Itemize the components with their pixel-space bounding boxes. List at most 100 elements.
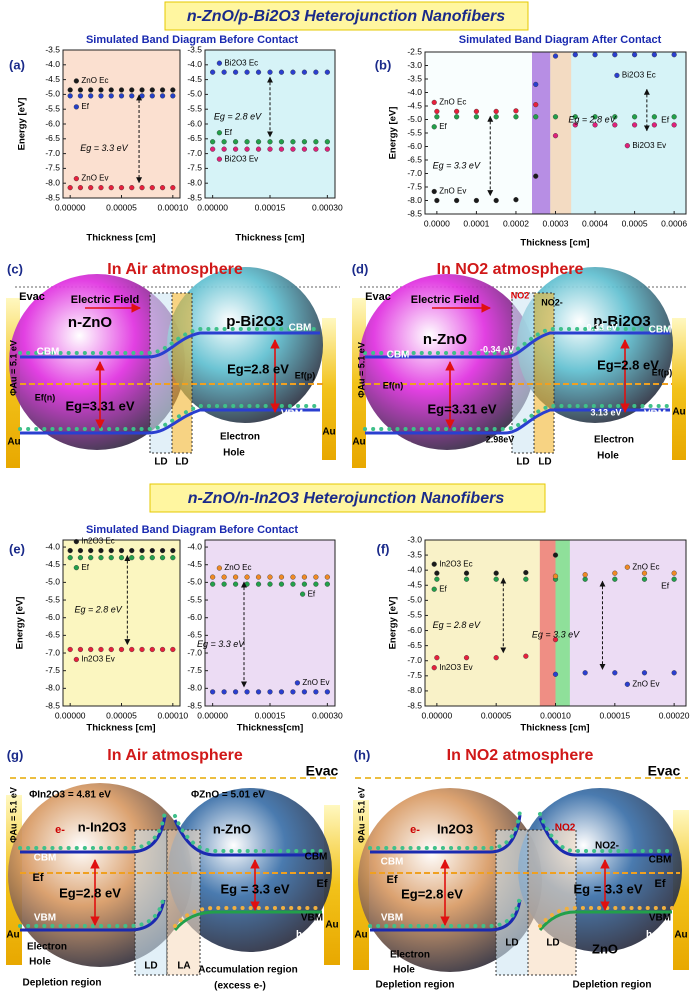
depletion-box — [134, 829, 168, 976]
data-point — [582, 670, 588, 676]
y-tick-label: -4.0 — [407, 564, 422, 574]
annotation: Eg = 2.8 eV — [568, 114, 616, 124]
carrier-dots — [173, 906, 324, 928]
diagram-text: CBM — [34, 853, 57, 864]
data-point — [301, 574, 308, 580]
y-tick-label: -5.0 — [45, 89, 60, 99]
data-point — [493, 114, 499, 120]
y-tick-label: -5.5 — [407, 127, 422, 137]
panel-label: (e) — [9, 541, 25, 556]
data-point — [108, 185, 114, 191]
data-point — [493, 197, 499, 204]
y-tick-label: -6.0 — [45, 118, 60, 128]
diagram-text: Eg=3.31 eV — [427, 401, 496, 416]
data-point — [221, 69, 227, 75]
data-point — [651, 114, 657, 120]
data-point — [98, 87, 104, 93]
data-point — [88, 185, 94, 191]
data-point — [98, 555, 104, 561]
legend-marker — [624, 143, 630, 149]
y-tick-label: -7.5 — [45, 163, 60, 173]
x-tick-label: 0.0000 — [424, 218, 450, 228]
diagram-text: Hole — [597, 451, 619, 462]
diagram-text: VBM — [34, 441, 56, 452]
legend-marker — [73, 565, 79, 571]
diagram-text: ΦZnO = 5.01 eV — [191, 790, 265, 801]
y-tick-label: -8.5 — [187, 700, 202, 710]
data-point — [473, 108, 480, 115]
diagram-text: ZnO — [592, 941, 618, 956]
y-tick-label: -8.0 — [45, 177, 60, 187]
panel-label: (b) — [375, 57, 392, 72]
gold-electrode — [322, 318, 336, 460]
carrier-dots — [18, 894, 166, 928]
data-point — [88, 555, 94, 561]
x-axis-label: Thickness [cm] — [86, 723, 155, 734]
data-point — [434, 197, 440, 204]
diagram-text: VBM — [644, 409, 666, 420]
y-tick-label: -7.0 — [45, 148, 60, 158]
chart-title: Simulated Band Diagram After Contact — [459, 34, 662, 46]
legend-marker — [216, 130, 223, 136]
data-point — [118, 646, 125, 653]
panel-label: (d) — [352, 261, 369, 276]
data-point — [108, 555, 114, 561]
diagram-text: VBM — [301, 913, 323, 924]
annotation: Eg = 3.3 eV — [80, 143, 128, 153]
y-tick-label: -3.0 — [407, 534, 422, 544]
legend-marker — [614, 72, 620, 79]
data-point — [278, 146, 285, 152]
y-axis-label: Energy [eV] — [17, 98, 28, 151]
data-point — [244, 574, 250, 580]
legend-marker — [624, 564, 630, 570]
data-point — [139, 547, 145, 554]
legend-marker — [624, 681, 630, 687]
series-label: Ef — [224, 128, 232, 137]
data-point — [463, 570, 470, 576]
data-point — [139, 555, 145, 561]
data-point — [118, 547, 125, 554]
data-point — [290, 581, 296, 587]
diagram-text: Au — [322, 427, 335, 438]
data-point — [493, 570, 499, 576]
data-point — [149, 87, 155, 93]
data-point — [324, 69, 330, 75]
data-point — [98, 646, 104, 653]
diagram-title: In Air atmosphere — [107, 261, 243, 278]
data-point — [301, 139, 308, 145]
data-point — [129, 87, 135, 93]
diagram-text: Au — [7, 437, 20, 448]
data-point — [77, 646, 84, 653]
data-point — [210, 146, 216, 152]
legend-marker — [431, 188, 437, 195]
data-point — [313, 69, 319, 75]
data-point — [108, 93, 114, 99]
x-tick-label: 0.0002 — [503, 218, 529, 228]
diagram-text: Evac — [365, 291, 391, 303]
data-point — [221, 581, 227, 587]
data-point — [108, 547, 114, 554]
data-point — [88, 646, 94, 653]
depletion-box — [533, 292, 555, 454]
data-point — [210, 581, 216, 587]
data-point — [278, 574, 285, 580]
y-tick-label: -7.5 — [187, 665, 202, 675]
legend-marker — [300, 591, 306, 597]
depletion-box — [171, 292, 193, 454]
series-label: ZnO Ev — [439, 187, 466, 196]
carrier-dots — [363, 404, 672, 431]
data-point — [118, 555, 125, 561]
diagram-text: NO2 — [555, 823, 576, 834]
diagram-text: (excess e-) — [214, 981, 266, 992]
data-point — [473, 114, 480, 120]
data-point — [434, 108, 440, 115]
legend-marker — [431, 99, 437, 106]
data-point — [582, 572, 588, 578]
diagram-text: Eg=2.8 eV — [401, 886, 463, 901]
diagram-text: Ef — [655, 878, 666, 890]
annotation: Eg = 2.8 eV — [214, 111, 262, 121]
y-tick-label: -7.5 — [407, 181, 422, 191]
x-tick-label: 0.0005 — [622, 218, 648, 228]
series-label: ZnO Ec — [81, 76, 108, 85]
data-point — [493, 108, 499, 115]
